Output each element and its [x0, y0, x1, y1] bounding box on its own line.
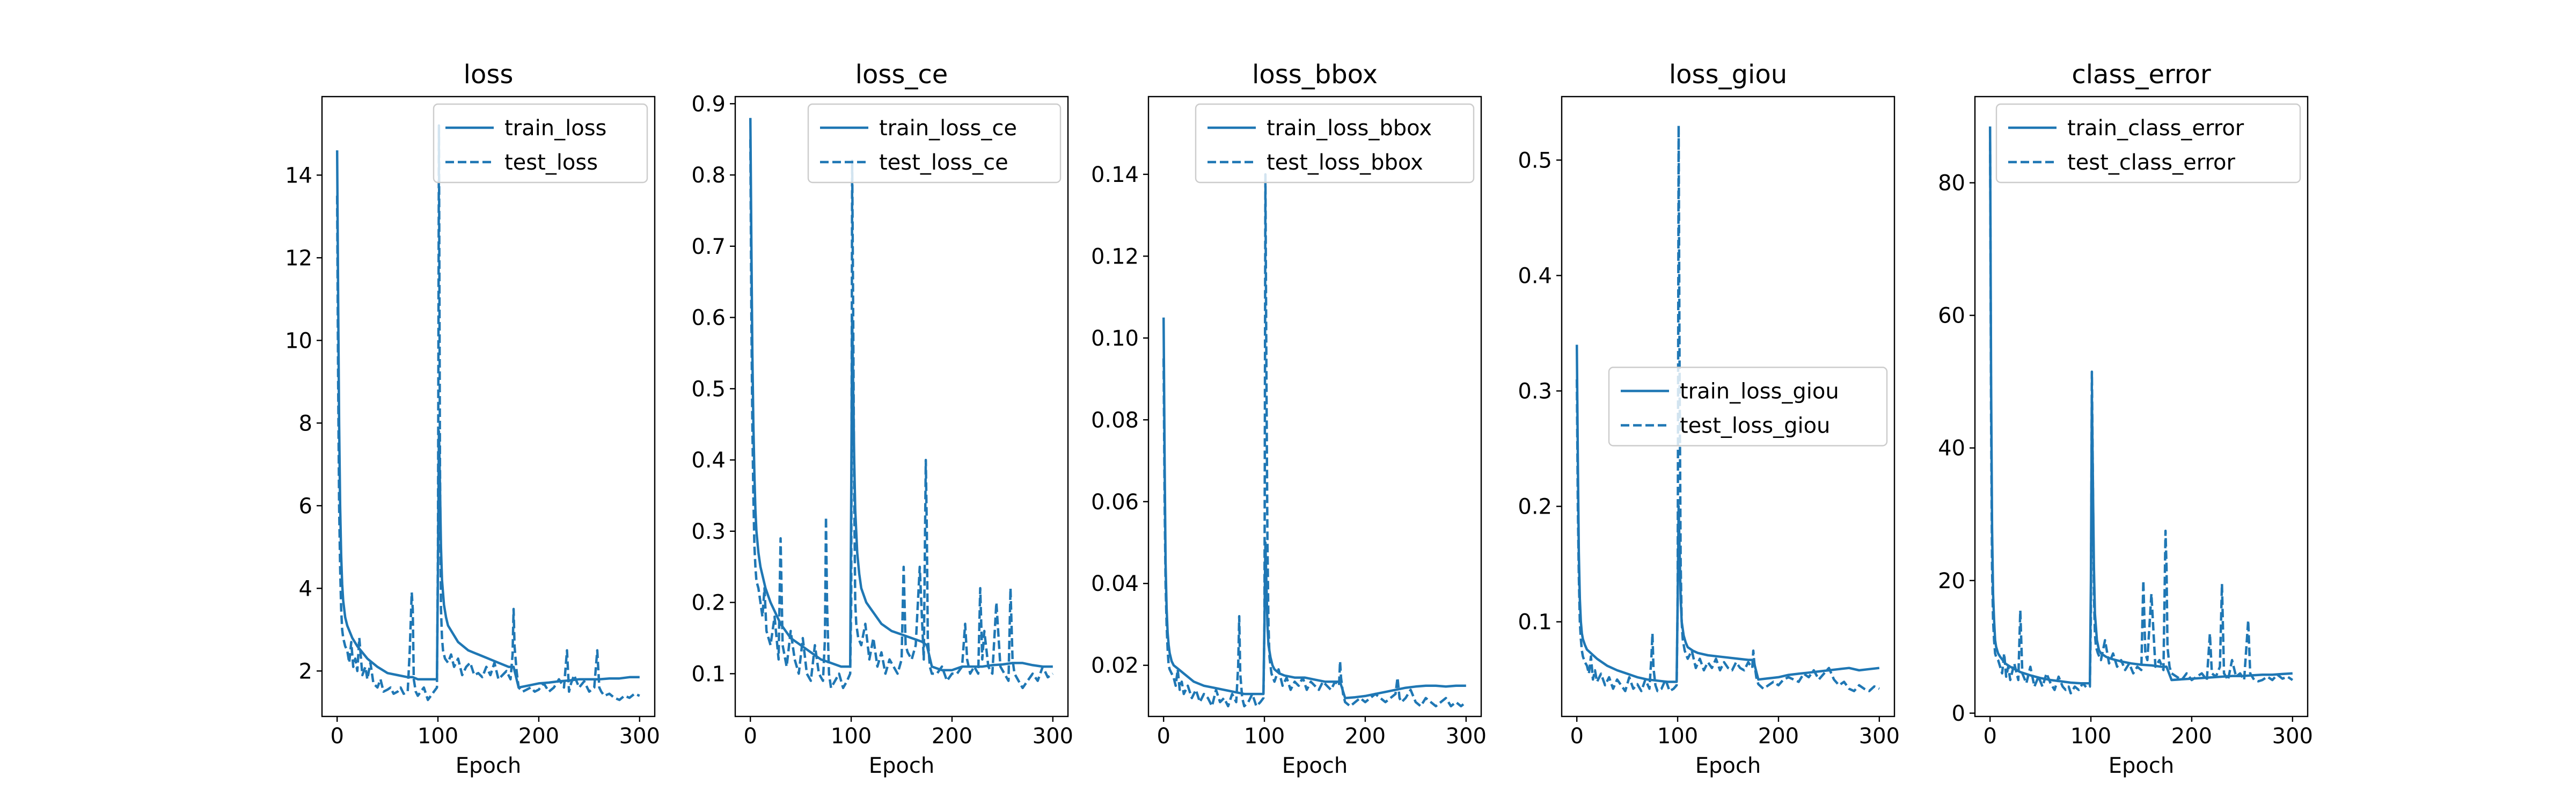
x-tick-label: 100 [2070, 724, 2111, 749]
legend: train_loss_ce test_loss_ce [807, 103, 1062, 184]
chart-title: loss_ce [855, 60, 948, 90]
series-line-test-loss-bbox [1162, 173, 1467, 708]
y-tick-label: 0.5 [1518, 148, 1552, 173]
chart-panel-loss-giou: loss_giou 0 100 200 300 0.1 0.2 0.3 0.4 0.5 Epoch t… [1518, 60, 1900, 778]
y-tick-label: 60 [1938, 304, 1965, 328]
legend-label: train_loss_giou [1680, 379, 1839, 404]
y-tick-label: 2 [299, 659, 312, 684]
legend-label: test_class_error [2067, 150, 2236, 175]
y-tick-label: 0.8 [691, 163, 726, 188]
y-tick-label: 0.9 [691, 92, 726, 116]
y-tick-label: 0.1 [691, 662, 726, 686]
y-tick-label: 0 [1952, 701, 1965, 726]
legend: train_class_error test_class_error [1995, 103, 2301, 184]
x-tick-label: 100 [831, 724, 872, 749]
x-axis-label: Epoch [456, 753, 521, 778]
y-tick-label: 0.08 [1091, 408, 1139, 433]
legend-box [1195, 103, 1475, 184]
x-axis-label: Epoch [1282, 753, 1348, 778]
legend-label: test_loss_ce [879, 150, 1008, 175]
series-line-test-loss-giou [1575, 124, 1880, 692]
legend-label: train_loss_bbox [1267, 116, 1432, 141]
legend-box [807, 103, 1062, 184]
chart-title: loss [464, 60, 514, 90]
x-tick-label: 200 [2171, 724, 2212, 749]
y-tick-label: 0.3 [691, 519, 726, 544]
chart-title: loss_bbox [1252, 60, 1378, 90]
y-tick-label: 14 [285, 163, 312, 188]
y-tick-label: 0.02 [1091, 654, 1139, 678]
legend-box [1995, 103, 2301, 184]
chart-panel-loss-bbox: loss_bbox 0 100 200 300 0.02 0.04 0.06 0.08 0.10 0… [1091, 60, 1487, 778]
series-line-test-loss-ce [749, 139, 1054, 690]
chart-panel-loss-ce: loss_ce 0 100 200 300 0.1 0.2 0.3 0.4 0.5 0.6 0.7 0.… [691, 60, 1073, 778]
y-tick-label: 0.06 [1091, 490, 1139, 515]
legend: train_loss_giou test_loss_giou [1608, 367, 1888, 447]
x-axis-label: Epoch [1695, 753, 1761, 778]
legend-label: test_loss_bbox [1267, 150, 1423, 175]
legend: train_loss test_loss [433, 103, 648, 184]
y-tick-label: 6 [299, 494, 312, 518]
axes-frame [321, 96, 656, 718]
x-tick-label: 300 [2272, 724, 2313, 749]
x-tick-label: 200 [1758, 724, 1799, 749]
x-tick-label: 0 [1157, 724, 1170, 749]
chart-panel-class-error: class_error 0 100 200 300 0 20 40 60 80 Epoch train… [1938, 60, 2313, 778]
x-tick-label: 100 [1244, 724, 1285, 749]
legend-label: test_loss_giou [1680, 414, 1830, 438]
series-line-test-loss [335, 124, 640, 701]
x-tick-label: 0 [1570, 724, 1583, 749]
y-tick-label: 10 [285, 328, 312, 353]
legend-label: train_class_error [2067, 116, 2244, 141]
x-tick-label: 300 [1033, 724, 1073, 749]
axes-frame [1147, 96, 1482, 718]
y-tick-label: 0.1 [1518, 610, 1552, 635]
y-tick-label: 0.7 [691, 235, 726, 259]
x-tick-label: 300 [619, 724, 660, 749]
x-tick-label: 0 [330, 724, 343, 749]
x-axis-label: Epoch [2109, 753, 2174, 778]
y-tick-label: 0.4 [1518, 264, 1552, 288]
y-tick-label: 0.2 [1518, 495, 1552, 519]
legend-label: train_loss [504, 116, 606, 141]
y-tick-label: 0.5 [691, 377, 726, 401]
x-tick-label: 0 [743, 724, 757, 749]
axes-frame [1561, 96, 1896, 718]
y-tick-label: 40 [1938, 436, 1965, 461]
y-tick-label: 0.2 [691, 591, 726, 616]
x-tick-label: 200 [518, 724, 559, 749]
y-tick-label: 8 [299, 411, 312, 436]
y-tick-label: 0.10 [1091, 326, 1139, 351]
x-tick-label: 200 [932, 724, 972, 749]
legend-label: train_loss_ce [879, 116, 1017, 141]
legend-box [1608, 367, 1888, 447]
y-tick-label: 20 [1938, 569, 1965, 594]
chart-title: loss_giou [1669, 60, 1787, 90]
y-tick-label: 80 [1938, 171, 1965, 196]
x-tick-label: 100 [1657, 724, 1698, 749]
x-tick-label: 100 [418, 724, 458, 749]
x-tick-label: 0 [1983, 724, 1996, 749]
y-tick-label: 0.14 [1091, 163, 1139, 187]
y-tick-label: 0.3 [1518, 379, 1552, 404]
y-tick-label: 0.4 [691, 448, 726, 473]
y-tick-label: 0.6 [691, 306, 726, 331]
y-tick-label: 0.04 [1091, 572, 1139, 596]
x-tick-label: 300 [1859, 724, 1900, 749]
legend: train_loss_bbox test_loss_bbox [1195, 103, 1475, 184]
y-tick-label: 12 [285, 246, 312, 270]
x-tick-label: 300 [1446, 724, 1487, 749]
legend-label: test_loss [504, 150, 598, 175]
axes-frame [734, 96, 1069, 718]
y-tick-label: 4 [299, 576, 312, 601]
y-tick-label: 0.12 [1091, 244, 1139, 269]
axes-frame [1974, 96, 2309, 718]
series-line-test-class-error [1988, 129, 2294, 695]
x-tick-label: 200 [1345, 724, 1386, 749]
chart-title: class_error [2072, 60, 2211, 90]
x-axis-label: Epoch [869, 753, 934, 778]
